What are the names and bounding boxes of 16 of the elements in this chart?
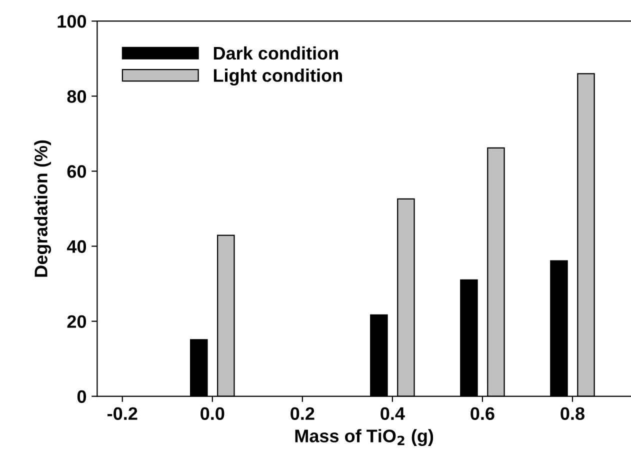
y-tick-label: 0: [77, 390, 86, 404]
y-tick-label: 40: [66, 240, 86, 253]
x-axis-title: Mass of TiO$_{2}$ (g): [295, 429, 434, 446]
x-tick-label: 0.4: [380, 407, 405, 420]
y-tick-label: 60: [67, 165, 86, 178]
x-tick-label: 0.8: [560, 407, 584, 420]
x-tick-label: -0.2: [108, 407, 138, 420]
x-tick-label: 0.0: [200, 407, 224, 420]
legend-label: Light condition: [214, 68, 342, 86]
y-axis-title: Degradation (%): [34, 140, 52, 277]
x-tick-label: 0.2: [290, 407, 314, 420]
y-tick-label: 20: [67, 315, 86, 328]
x-tick-label: 0.6: [470, 407, 494, 420]
y-tick-label: 80: [67, 90, 86, 103]
legend-label: Dark condition: [214, 46, 338, 60]
y-tick-label: 100: [58, 15, 86, 28]
